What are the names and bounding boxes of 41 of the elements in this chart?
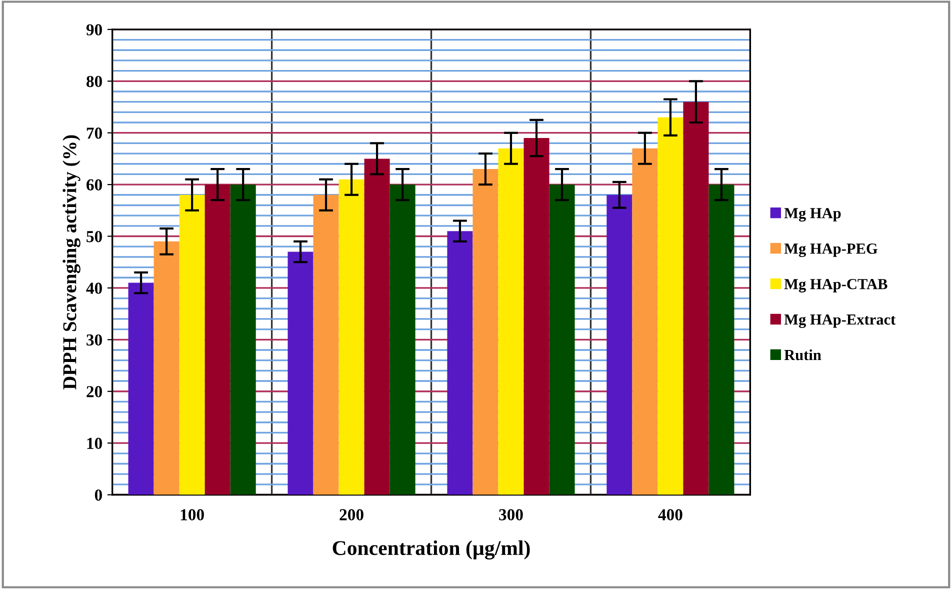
x-tick-label: 400 [658,509,682,520]
bar [179,194,205,495]
legend-label: Mg HAp-CTAB [784,278,888,292]
bar [472,169,498,495]
legend-label: Rutin [784,349,822,360]
x-tick-label: 300 [499,509,523,520]
bar [549,184,575,495]
y-axis-title: DPPH Scavenging activity (%) [62,135,80,390]
bar [338,179,364,495]
y-tick-label: 20 [86,386,102,398]
y-tick-label: 40 [86,282,102,294]
bar [364,158,390,495]
y-tick-label: 50 [86,230,102,242]
legend-label: Mg HAp-Extract [784,314,896,328]
bar [606,194,632,495]
y-tick-label: 10 [87,438,102,450]
bar [230,184,256,495]
legend-label: Mg HAp [784,208,841,222]
bar [524,138,550,495]
bar [447,231,473,495]
y-tick-label: 70 [86,128,102,139]
bar [658,117,684,495]
bar [390,184,416,495]
y-tick-label: 60 [86,179,102,190]
bar [154,241,180,495]
y-tick-label: 0 [94,489,102,501]
x-tick-label: 200 [340,509,364,520]
bar [288,252,314,495]
bar [632,148,658,495]
x-tick-label: 100 [180,509,204,520]
bar [128,282,154,495]
y-tick-label: 30 [86,334,102,346]
legend-label: Mg HAp-PEG [784,244,878,258]
bar [498,148,524,495]
y-tick-label: 90 [86,24,102,36]
bar [313,194,339,495]
bar [204,184,230,495]
bar [683,102,709,495]
y-tick-label: 80 [86,76,102,88]
bar [708,184,734,495]
x-axis-title: Concentration (µg/ml) [332,540,530,560]
